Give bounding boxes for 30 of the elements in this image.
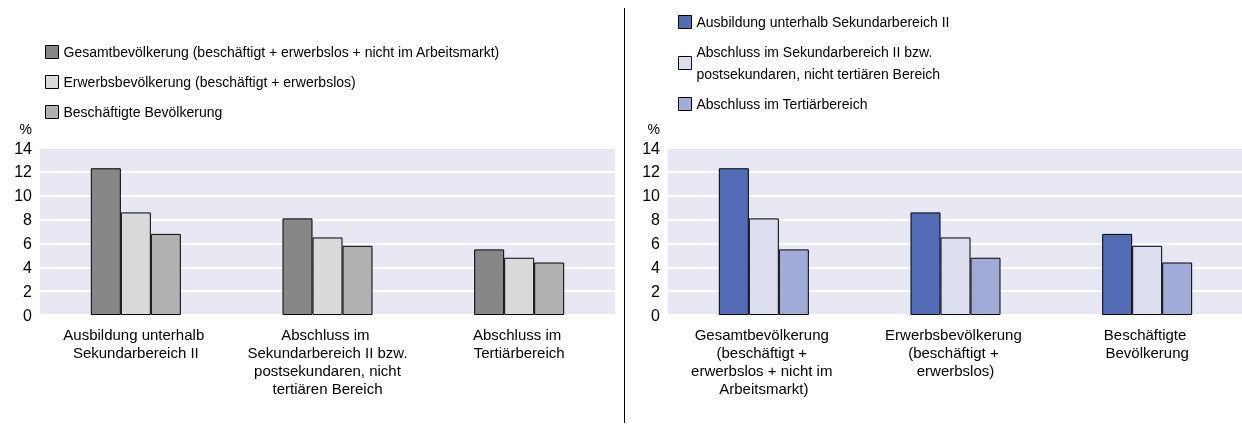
y-tick-label: 10 [642,187,661,205]
y-tick-label: 6 [23,234,33,252]
legend-label: Beschäftigte Bevölkerung [63,104,223,120]
y-tick-label: 2 [23,282,33,300]
x-tick-label: Gesamtbevölkerung (beschäftigt + erwerbslos + nicht im Arbeitsmarkt) [691,325,837,397]
x-tick-label: Ausbildung unterhalb Sekundarbereich II [63,325,209,361]
y-tick-label: 14 [14,139,33,157]
y-tick-label: 4 [651,258,661,276]
x-tick-label: Beschäftigte Bevölkerung [1103,325,1191,361]
y-tick-label: 4 [23,258,33,276]
y-tick-label: 10 [14,187,33,205]
x-tick-label: Abschluss im Tertiärbereich [472,325,566,361]
y-tick-label: 0 [651,306,661,324]
legend-label: Gesamtbevölkerung (beschäftigt + erwerbslos + nicht im Arbeitsmarkt) [63,44,500,60]
x-tick-label: Abschluss im Sekundarbereich II bzw. postsekundaren, nicht tertiären Bereich [247,325,408,397]
y-tick-label: 8 [23,211,33,229]
y-axis-title: % [647,121,660,137]
y-tick-label: 0 [23,306,33,324]
legend-label: Abschluss im Tertiärbereich [696,96,868,112]
y-tick-label: 14 [642,139,661,157]
y-tick-label: 12 [14,163,33,181]
legend-label: Abschluss im Sekundarbereich II bzw. postsekundaren, nicht tertiären Bereich [696,44,941,82]
y-tick-label: 6 [651,234,661,252]
legend-label: Erwerbsbevölkerung (beschäftigt + erwerbslos) [63,74,356,90]
x-tick-label: Erwerbsbevölkerung (beschäftigt + erwerbslos) [885,325,1026,379]
legend-label: Ausbildung unterhalb Sekundarbereich II [696,14,950,30]
y-tick-label: 12 [642,163,661,181]
y-tick-label: 8 [651,211,661,229]
y-axis-title: % [19,121,32,137]
y-tick-label: 2 [651,282,661,300]
